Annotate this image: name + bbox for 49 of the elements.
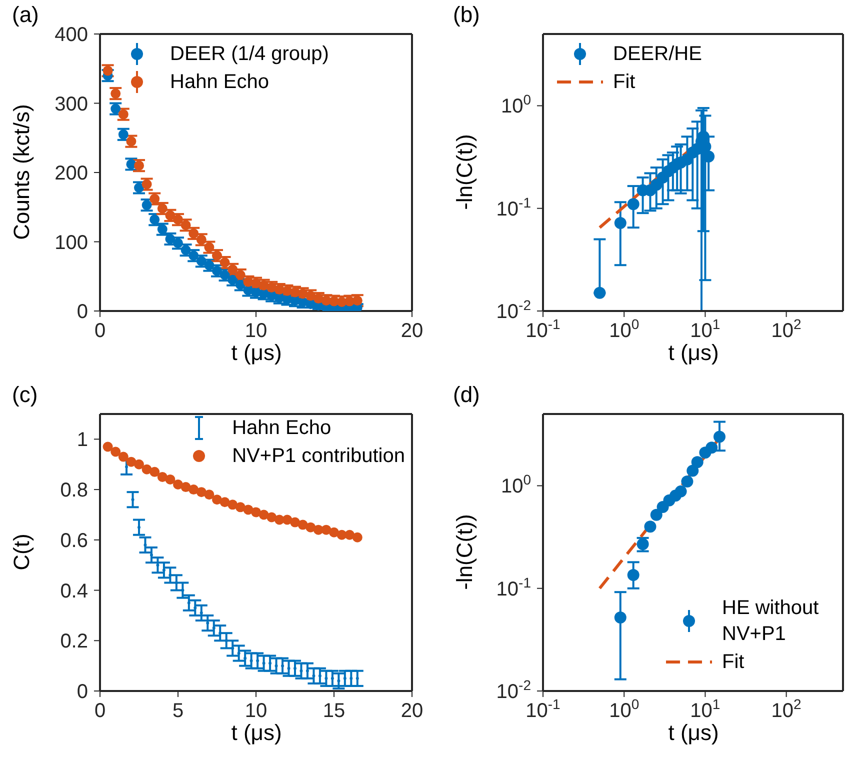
y-tick-label: 400 — [54, 24, 88, 46]
y-tick-label: 10$^{0}$ — [500, 472, 532, 498]
y-tick-label: 1 — [76, 429, 88, 452]
y-tick-label: 0.6 — [60, 530, 88, 552]
y-tick-label: 100 — [54, 232, 88, 254]
y-axis-title: -ln(C(t)) — [451, 513, 478, 592]
x-tick-label: 0 — [94, 700, 106, 722]
x-tick-label: 10$^{0}$ — [609, 316, 640, 342]
chart-title: (d) — [453, 382, 480, 408]
x-tick-label: 10$^{2}$ — [771, 696, 802, 722]
legend-label: Fit — [613, 70, 636, 95]
y-tick-label: 10$^{0}$ — [500, 92, 532, 118]
legend-label: Hahn Echo — [170, 70, 269, 95]
x-tick-label: 0 — [94, 320, 106, 342]
x-axis-title: t (μs) — [231, 340, 282, 365]
x-tick-label: 10$^{2}$ — [771, 316, 802, 342]
y-tick-label: 10$^{-1}$ — [496, 194, 532, 220]
y-tick-label: 0.2 — [60, 630, 88, 653]
legend-label: DEER (1/4 group) — [170, 42, 329, 67]
legend-label: Hahn Echo — [232, 416, 332, 441]
y-tick-label: 200 — [54, 162, 88, 184]
x-axis-title: t (μs) — [668, 720, 719, 745]
x-tick-label: 10$^{1}$ — [690, 696, 720, 722]
x-tick-label: 10 — [244, 320, 268, 342]
y-tick-label: 0 — [76, 681, 88, 703]
y-tick-label: 300 — [54, 93, 88, 116]
x-tick-label: 20 — [400, 320, 424, 342]
chart-title: (b) — [453, 2, 480, 28]
x-tick-label: 20 — [400, 700, 424, 722]
x-tick-label: 10$^{1}$ — [690, 316, 720, 342]
x-axis-title: t (μs) — [231, 720, 282, 745]
x-tick-label: 10 — [244, 700, 268, 722]
x-tick-label: 10$^{0}$ — [609, 696, 640, 722]
y-tick-label: 0 — [76, 301, 88, 323]
y-axis-title: Counts (kct/s) — [8, 103, 35, 242]
chart-title: (c) — [12, 382, 38, 408]
legend-label: NV+P1 contribution — [232, 444, 405, 469]
y-tick-label: 0.4 — [60, 580, 88, 602]
x-tick-label: 15 — [322, 700, 346, 722]
legend-label: DEER/HE — [613, 42, 702, 67]
y-tick-label: 0.8 — [60, 480, 88, 502]
y-tick-label: 10$^{-1}$ — [496, 574, 532, 600]
x-axis-title: t (μs) — [668, 340, 719, 365]
x-tick-label: 5 — [172, 700, 184, 722]
legend-label: HE without NV+P1 — [722, 596, 820, 647]
y-axis-title: -ln(C(t)) — [451, 133, 478, 212]
chart-title: (a) — [12, 2, 39, 28]
legend-label: Fit — [722, 650, 744, 675]
y-axis-title: C(t) — [8, 532, 35, 572]
